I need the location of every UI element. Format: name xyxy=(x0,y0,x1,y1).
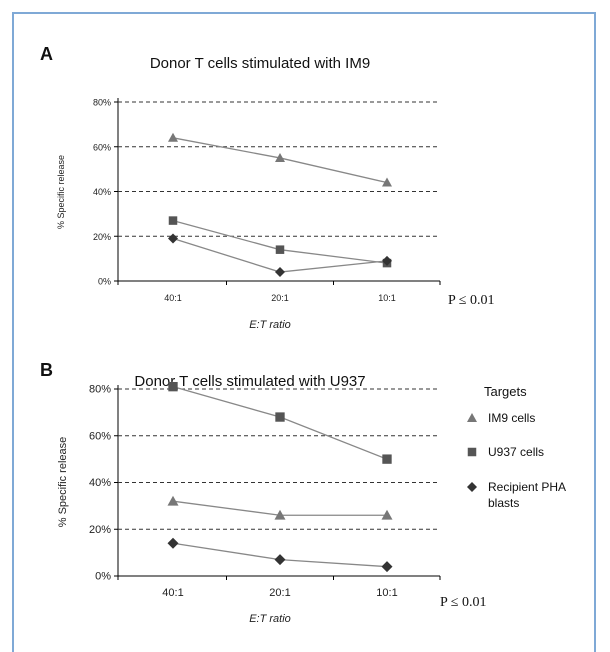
data-point-a-diamond xyxy=(382,255,392,266)
data-point-a-triangle xyxy=(168,132,178,142)
title-a: Donor T cells stimulated with IM9 xyxy=(150,55,370,72)
legend-marker-square xyxy=(467,447,477,457)
plot-area-a: 0% 20% 40% 60% 80% 40:1 20:1 10:1 xyxy=(93,98,441,303)
data-point-a-triangle xyxy=(382,177,392,187)
panel-label-a: A xyxy=(40,44,53,64)
legend-label-square: U937 cells xyxy=(488,445,544,459)
y-tick-label-b: 80% xyxy=(89,384,111,396)
data-point-b-triangle xyxy=(381,509,393,520)
data-point-b-triangle xyxy=(167,495,179,506)
legend-label-triangle: IM9 cells xyxy=(488,411,535,425)
data-point-b-triangle xyxy=(274,509,286,520)
x-tick-label-a: 10:1 xyxy=(378,293,396,303)
series-line-b-square xyxy=(172,386,388,460)
data-point-b-diamond xyxy=(167,537,179,549)
data-point-a-triangle xyxy=(275,152,285,162)
data-point-b-square xyxy=(382,454,392,464)
ylabel-b: % Specific release xyxy=(57,437,69,528)
data-point-a-square xyxy=(168,216,178,225)
x-tick-label-b: 20:1 xyxy=(269,587,290,599)
series-line-a-square xyxy=(172,219,388,264)
xlabel-a: E:T ratio xyxy=(249,319,291,331)
y-tick-label-a: 80% xyxy=(93,98,111,108)
x-tick-label-a: 40:1 xyxy=(164,293,182,303)
y-tick-label-a: 40% xyxy=(93,187,111,197)
xlabel-b: E:T ratio xyxy=(249,613,291,625)
data-point-b-square xyxy=(275,412,285,422)
data-point-b-diamond xyxy=(381,561,393,573)
figure-frame xyxy=(12,12,596,652)
x-tick-label-b: 40:1 xyxy=(162,587,183,599)
y-tick-label-b: 40% xyxy=(89,477,111,489)
y-tick-label-a: 0% xyxy=(98,277,111,287)
ylabel-a: % Specific release xyxy=(56,155,66,229)
legend: Targets IM9 cells U937 cells Recipient PHA… xyxy=(467,384,566,510)
pvalue-a: P ≤ 0.01 xyxy=(448,293,494,308)
series-line-a-diamond xyxy=(172,237,388,273)
y-tick-label-a: 20% xyxy=(93,232,111,242)
y-tick-label-b: 20% xyxy=(89,524,111,536)
legend-marker-triangle xyxy=(467,413,477,422)
data-point-a-diamond xyxy=(275,267,285,278)
pvalue-b: P ≤ 0.01 xyxy=(440,595,486,610)
y-tick-label-a: 60% xyxy=(93,142,111,152)
y-tick-label-b: 60% xyxy=(89,430,111,442)
data-point-a-square xyxy=(275,245,285,254)
legend-marker-diamond xyxy=(467,482,477,492)
panel-label-b: B xyxy=(40,360,53,380)
plot-area-b: 0% 20% 40% 60% 80% 40:1 20:1 10:1 xyxy=(89,381,441,599)
x-tick-label-a: 20:1 xyxy=(271,293,289,303)
y-tick-label-b: 0% xyxy=(95,571,111,583)
title-b: Donor T cells stimulated with U937 xyxy=(134,373,365,390)
x-tick-label-b: 10:1 xyxy=(376,587,397,599)
data-point-b-square xyxy=(168,381,178,392)
legend-label-diamond: Recipient PHA blasts xyxy=(488,480,566,510)
data-point-a-diamond xyxy=(168,233,178,244)
legend-title: Targets xyxy=(484,384,527,399)
data-point-b-diamond xyxy=(274,554,286,566)
